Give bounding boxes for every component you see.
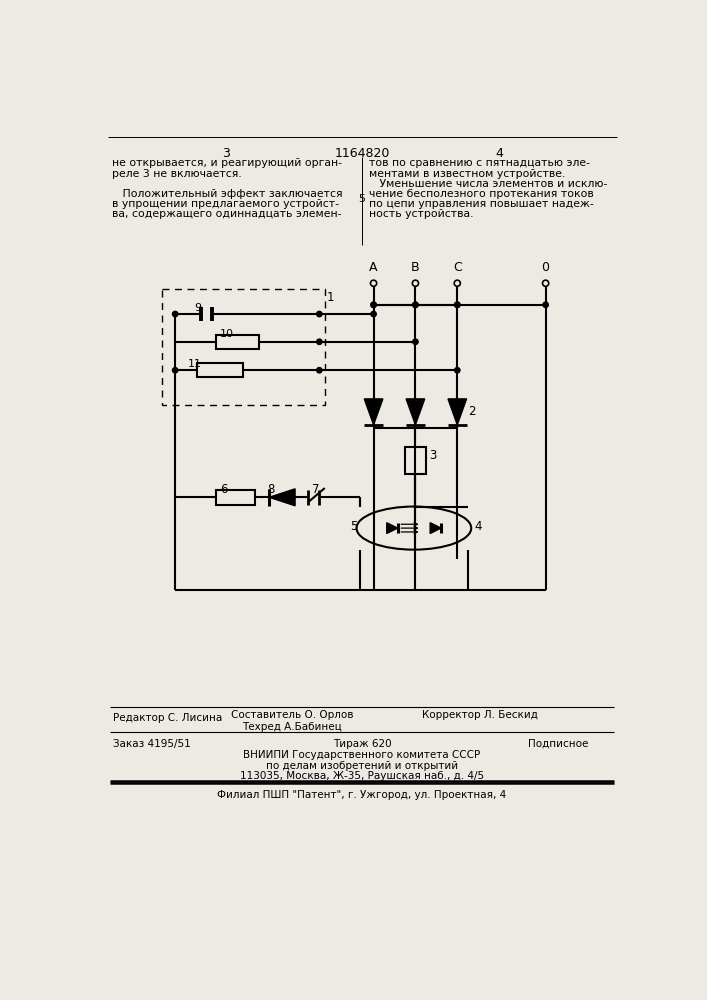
Text: тов по сравнению с пятнадцатью эле-: тов по сравнению с пятнадцатью эле- bbox=[369, 158, 590, 168]
Circle shape bbox=[317, 339, 322, 344]
Circle shape bbox=[371, 311, 376, 317]
Circle shape bbox=[371, 302, 376, 307]
Text: ность устройства.: ность устройства. bbox=[369, 209, 474, 219]
Polygon shape bbox=[406, 399, 425, 425]
Text: в упрощении предлагаемого устройст-: в упрощении предлагаемого устройст- bbox=[112, 199, 339, 209]
Text: 5: 5 bbox=[358, 194, 366, 204]
Text: 5: 5 bbox=[351, 520, 358, 533]
Text: не открывается, и реагирующий орган-: не открывается, и реагирующий орган- bbox=[112, 158, 341, 168]
Circle shape bbox=[173, 368, 178, 373]
Text: 1164820: 1164820 bbox=[334, 147, 390, 160]
Polygon shape bbox=[430, 523, 441, 533]
Text: по цепи управления повышает надеж-: по цепи управления повышает надеж- bbox=[369, 199, 594, 209]
Circle shape bbox=[173, 311, 178, 317]
Text: ва, содержащего одиннадцать элемен-: ва, содержащего одиннадцать элемен- bbox=[112, 209, 341, 219]
Circle shape bbox=[413, 339, 418, 344]
Text: 3: 3 bbox=[429, 449, 437, 462]
Circle shape bbox=[455, 368, 460, 373]
Polygon shape bbox=[269, 489, 295, 506]
Text: 7: 7 bbox=[312, 483, 319, 496]
Bar bbox=[216, 490, 255, 505]
Polygon shape bbox=[364, 399, 383, 425]
Text: Заказ 4195/51: Заказ 4195/51 bbox=[113, 739, 191, 749]
Circle shape bbox=[317, 311, 322, 317]
Text: 11: 11 bbox=[187, 359, 201, 369]
Circle shape bbox=[317, 368, 322, 373]
Text: B: B bbox=[411, 261, 420, 274]
Text: 10: 10 bbox=[220, 329, 234, 339]
Text: Филиал ПШП "Патент", г. Ужгород, ул. Проектная, 4: Филиал ПШП "Патент", г. Ужгород, ул. Про… bbox=[217, 790, 507, 800]
Text: 4: 4 bbox=[495, 147, 503, 160]
Text: Уменьшение числа элементов и исклю-: Уменьшение числа элементов и исклю- bbox=[369, 179, 607, 189]
Circle shape bbox=[543, 302, 549, 307]
Text: чение бесполезного протекания токов: чение бесполезного протекания токов bbox=[369, 189, 594, 199]
Text: 9: 9 bbox=[194, 303, 201, 313]
Text: 4: 4 bbox=[474, 520, 482, 533]
Circle shape bbox=[371, 302, 376, 307]
Circle shape bbox=[455, 302, 460, 307]
Text: Положительный эффект заключается: Положительный эффект заключается bbox=[112, 189, 342, 199]
Text: Техред А.Бабинец: Техред А.Бабинец bbox=[243, 722, 342, 732]
Text: ментами в известном устройстве.: ментами в известном устройстве. bbox=[369, 169, 566, 179]
Bar bbox=[216, 335, 259, 349]
Text: 8: 8 bbox=[267, 483, 275, 496]
Text: ВНИИПИ Государственного комитета СССР: ВНИИПИ Государственного комитета СССР bbox=[243, 750, 481, 760]
Circle shape bbox=[413, 302, 418, 307]
Text: 0: 0 bbox=[542, 261, 549, 274]
Text: Составитель О. Орлов: Составитель О. Орлов bbox=[231, 710, 354, 720]
Text: Корректор Л. Бескид: Корректор Л. Бескид bbox=[422, 710, 538, 720]
Text: по делам изобретений и открытий: по делам изобретений и открытий bbox=[266, 761, 458, 771]
Text: 1: 1 bbox=[327, 291, 334, 304]
Text: 113035, Москва, Ж-35, Раушская наб., д. 4/5: 113035, Москва, Ж-35, Раушская наб., д. … bbox=[240, 771, 484, 781]
Polygon shape bbox=[448, 399, 467, 425]
Text: 2: 2 bbox=[468, 405, 476, 418]
Text: реле 3 не включается.: реле 3 не включается. bbox=[112, 169, 241, 179]
Bar bbox=[162, 289, 325, 405]
Text: 6: 6 bbox=[220, 483, 228, 496]
Text: Тираж 620: Тираж 620 bbox=[332, 739, 391, 749]
Bar bbox=[197, 363, 243, 377]
Text: 3: 3 bbox=[221, 147, 230, 160]
Text: Редактор С. Лисина: Редактор С. Лисина bbox=[113, 713, 223, 723]
Circle shape bbox=[455, 302, 460, 307]
Text: A: A bbox=[369, 261, 378, 274]
Text: C: C bbox=[453, 261, 462, 274]
Bar bbox=[404, 447, 426, 474]
Circle shape bbox=[413, 302, 418, 307]
Text: Подписное: Подписное bbox=[528, 739, 588, 749]
Polygon shape bbox=[387, 523, 397, 533]
